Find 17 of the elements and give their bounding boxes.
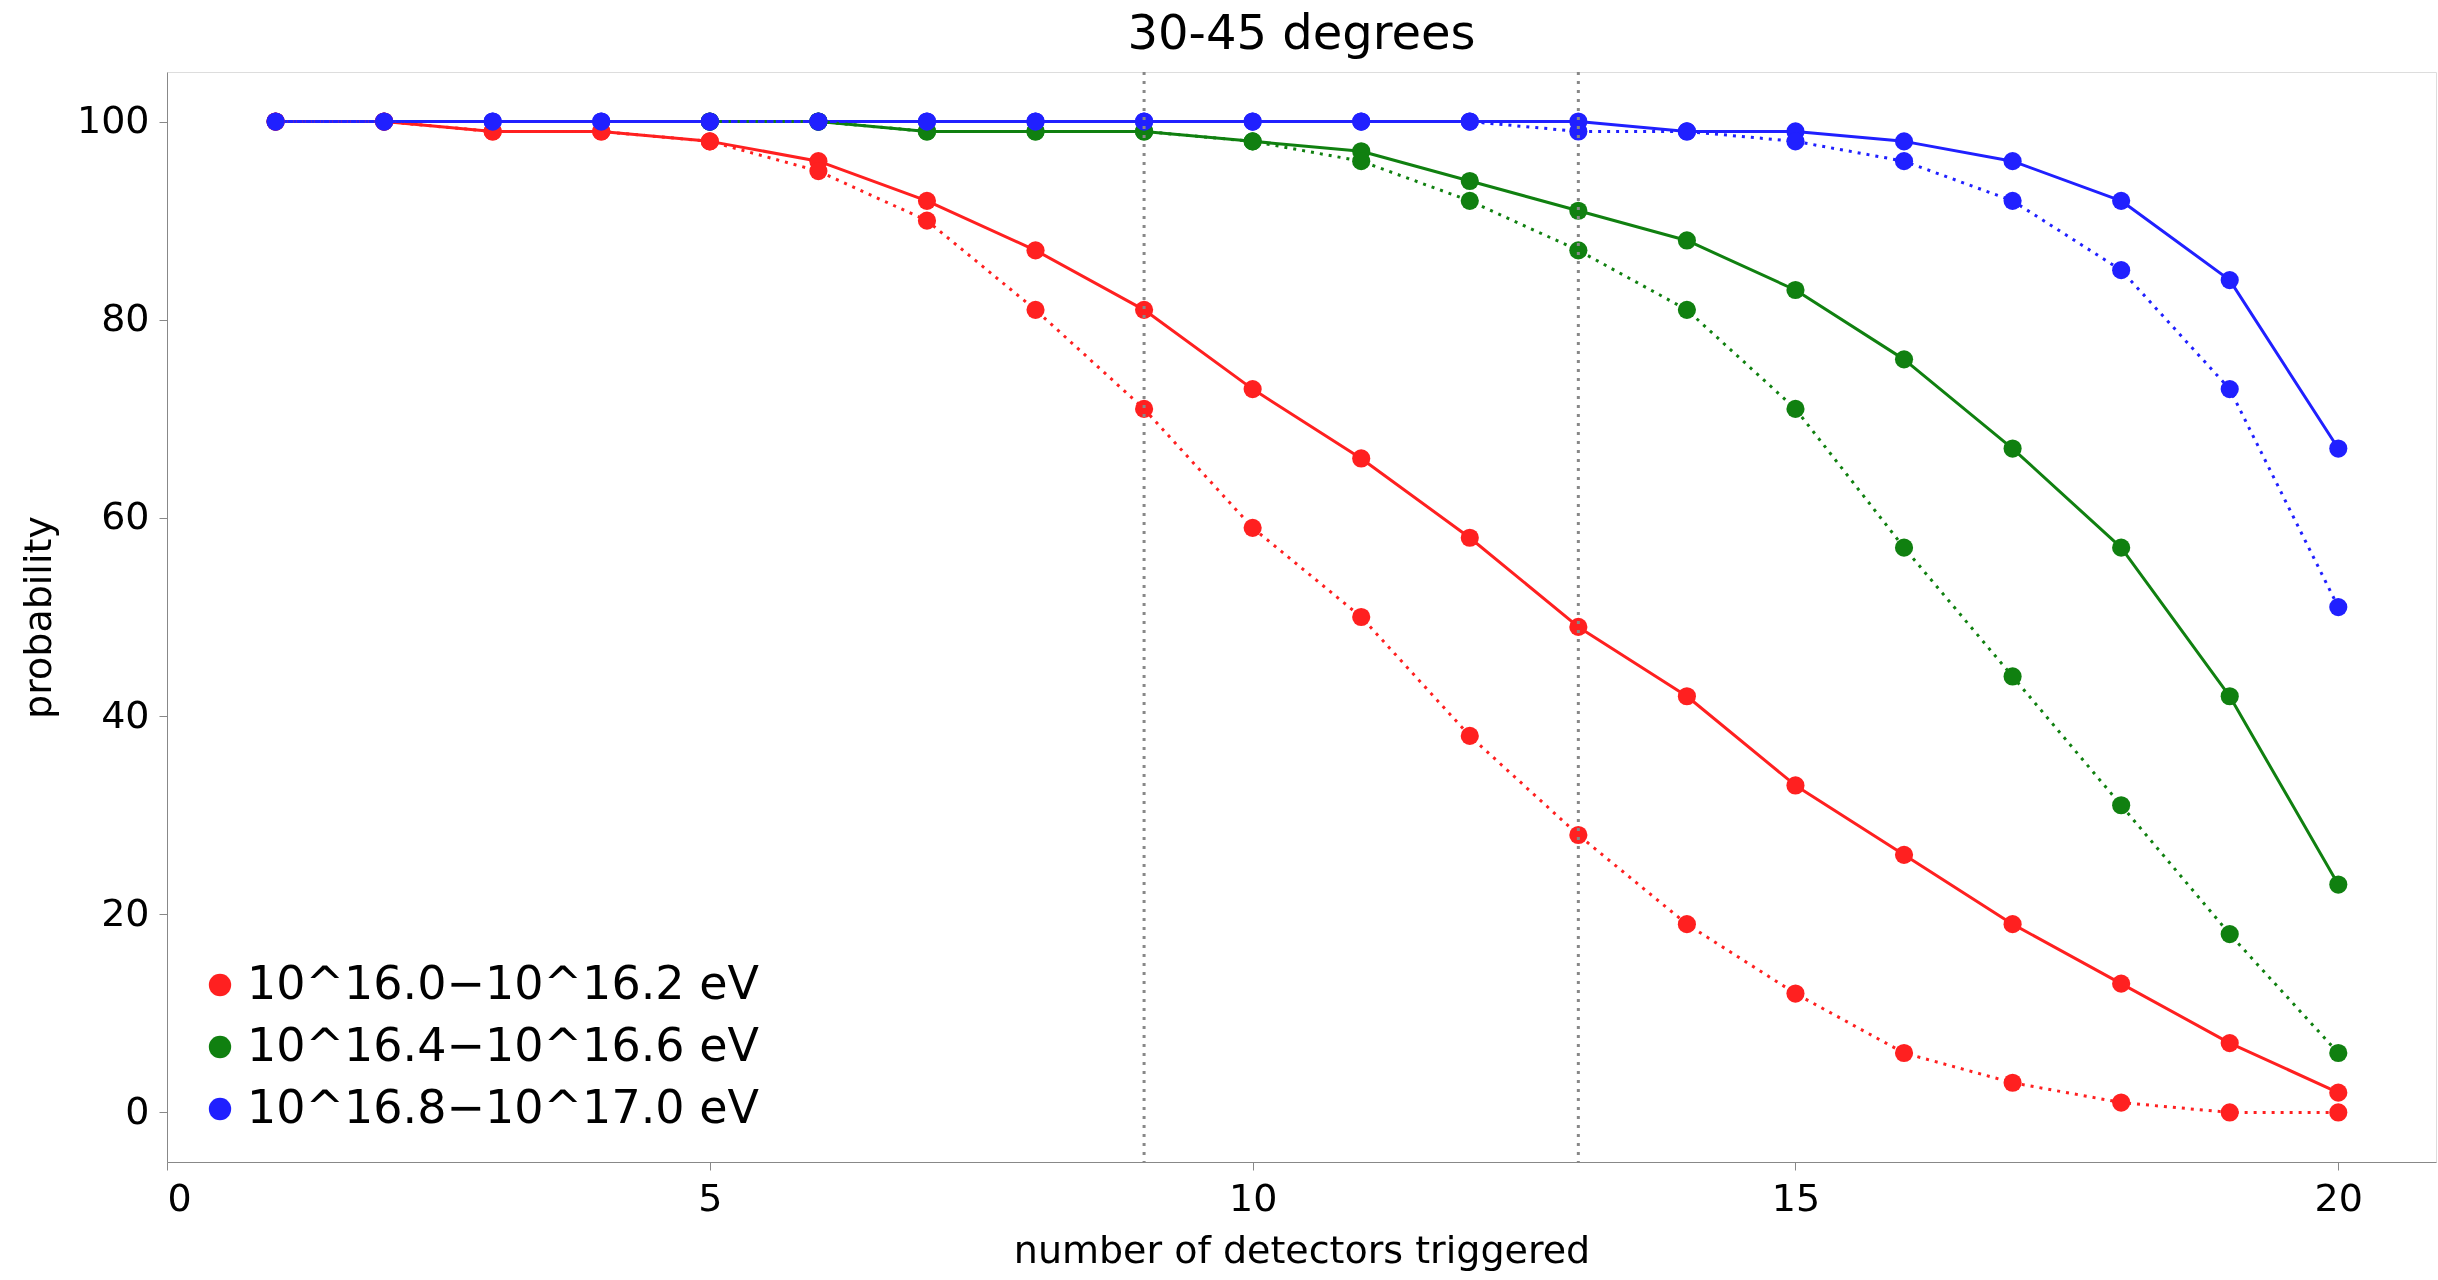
y-tick-label: 0 bbox=[125, 1088, 150, 1133]
chart-title: 30-45 degrees bbox=[1127, 3, 1476, 60]
legend-label: 10^16.0−10^16.2 eV bbox=[247, 956, 760, 1010]
y-tick-label: 100 bbox=[76, 98, 150, 143]
y-tick-label: 40 bbox=[101, 692, 150, 737]
x-tick-label: 5 bbox=[698, 1175, 723, 1220]
legend-label: 10^16.4−10^16.6 eV bbox=[247, 1018, 760, 1072]
legend-label: 10^16.8−10^17.0 eV bbox=[247, 1080, 760, 1134]
y-axis-title: probability bbox=[15, 516, 60, 719]
x-axis-title: number of detectors triggered bbox=[1013, 1227, 1591, 1272]
x-tick-label: 10 bbox=[1228, 1175, 1278, 1220]
x-tick-label: 20 bbox=[2314, 1175, 2363, 1220]
y-tick-label: 20 bbox=[101, 890, 150, 935]
x-tick-label: 15 bbox=[1771, 1175, 1821, 1220]
y-tick-label: 80 bbox=[101, 296, 150, 341]
y-tick-label: 60 bbox=[101, 494, 150, 539]
x-tick-label: 0 bbox=[167, 1175, 192, 1220]
